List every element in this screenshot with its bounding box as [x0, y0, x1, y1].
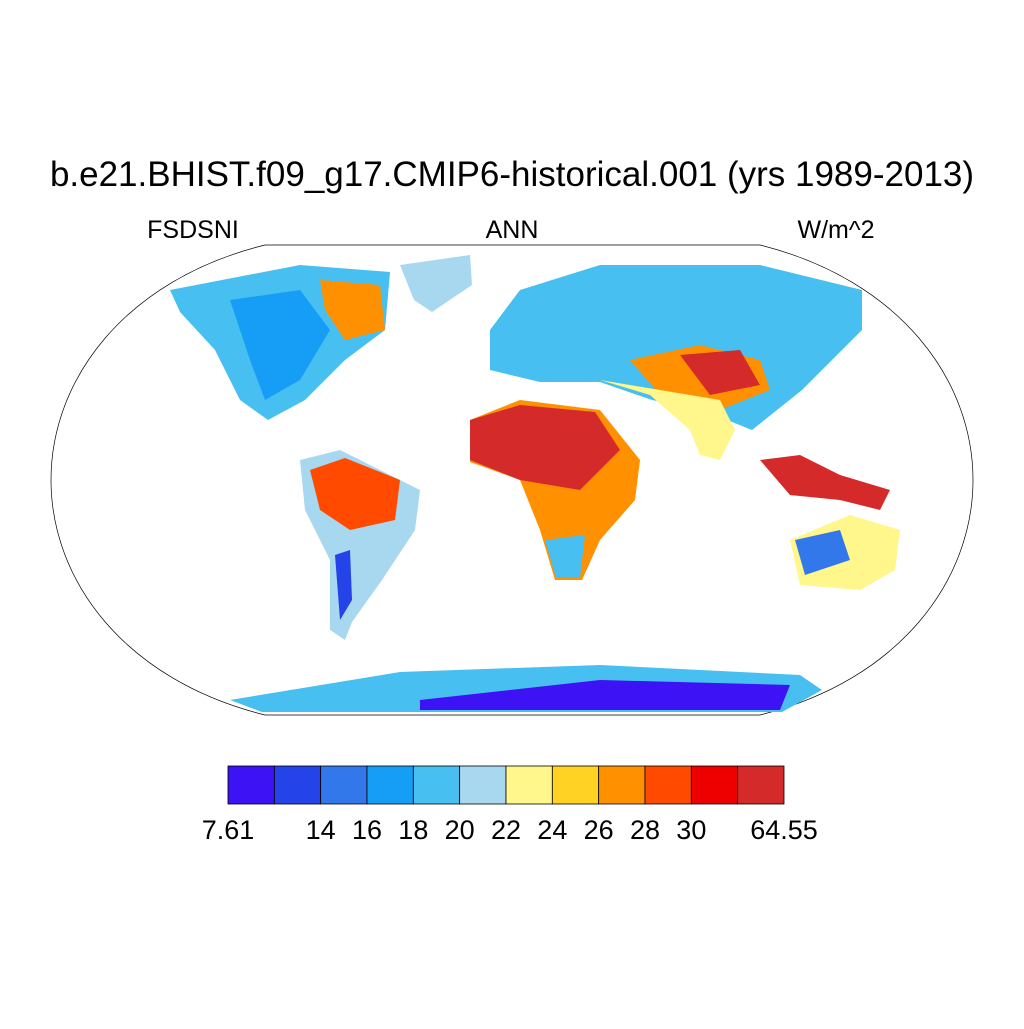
colorbar-box	[320, 765, 368, 805]
land-region	[470, 405, 620, 490]
colorbar-label: 7.61	[202, 815, 255, 845]
colorbar-box	[273, 765, 322, 805]
land-region	[310, 458, 400, 530]
land-region	[760, 455, 890, 510]
land-region	[335, 550, 352, 620]
land-region	[320, 280, 385, 340]
colorbar-box	[366, 765, 414, 805]
colorbar-label: 26	[584, 815, 614, 845]
map	[50, 244, 974, 716]
colorbar-box	[412, 765, 461, 805]
colorbar-label: 24	[537, 815, 567, 845]
colorbar-box	[505, 765, 553, 805]
title: b.e21.BHIST.f09_g17.CMIP6-historical.001…	[50, 155, 974, 194]
colorbar-label: 30	[676, 815, 706, 845]
land-region	[600, 380, 735, 460]
colorbar-box	[598, 765, 646, 805]
colorbar-label: 20	[445, 815, 475, 845]
colorbar-label: 16	[352, 815, 382, 845]
colorbar-label: 18	[398, 815, 428, 845]
colorbar-box	[459, 765, 507, 805]
land-region	[400, 255, 472, 312]
land-region	[795, 530, 850, 575]
left-string: FSDSNI	[147, 216, 239, 244]
colorbar-label: 14	[306, 815, 336, 845]
right-string: W/m^2	[797, 216, 874, 244]
colorbar-box	[551, 765, 600, 805]
colorbar-box	[644, 765, 692, 805]
colorbar-label: 22	[491, 815, 521, 845]
colorbar-box	[690, 765, 739, 805]
colorbar-label: 64.55	[750, 815, 818, 845]
colorbar: 7.61 14 16 18 20 22 24 26 28 30 64.55	[202, 765, 818, 845]
colorbar-box	[227, 765, 275, 805]
colorbar-box	[737, 765, 785, 805]
land-region	[680, 350, 760, 395]
land-region	[230, 290, 330, 400]
center-string: ANN	[486, 216, 539, 244]
colorbar-label: 28	[630, 815, 660, 845]
land-region	[545, 535, 585, 578]
land-region	[420, 680, 790, 710]
